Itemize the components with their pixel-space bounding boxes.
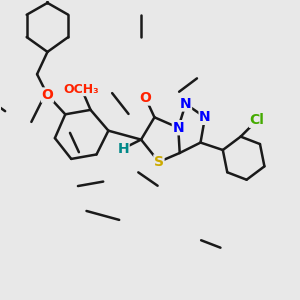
Text: Cl: Cl: [250, 113, 264, 127]
Text: N: N: [172, 121, 184, 135]
Text: OCH₃: OCH₃: [64, 82, 100, 96]
Text: N: N: [199, 110, 211, 124]
Text: O: O: [140, 91, 152, 105]
Text: H: H: [117, 142, 129, 155]
Text: O: O: [41, 88, 53, 102]
Text: N: N: [180, 97, 191, 111]
Text: S: S: [154, 155, 164, 169]
